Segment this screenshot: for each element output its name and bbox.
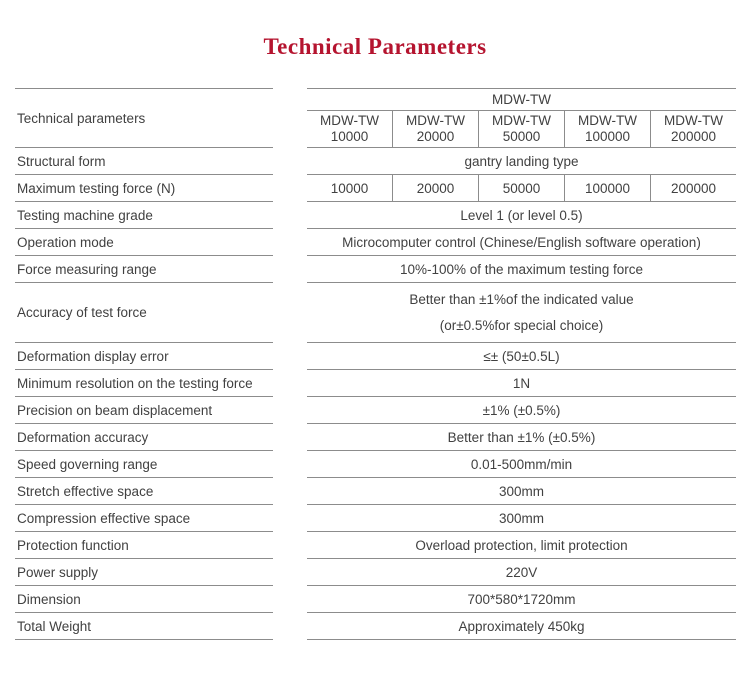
row-value: 700*580*1720mm — [307, 586, 736, 613]
table-row: Deformation accuracy Better than ±1% (±0… — [15, 424, 736, 451]
model-column-header: MDW-TW 100000 — [564, 111, 650, 147]
model-column-header: MDW-TW 200000 — [650, 111, 736, 147]
row-label: Protection function — [15, 532, 273, 559]
row-value-line2: (or±0.5%for special choice) — [439, 317, 604, 333]
row-value: ±1% (±0.5%) — [307, 397, 736, 424]
column-gap — [273, 283, 307, 343]
column-gap — [273, 532, 307, 559]
force-value: 10000 — [330, 180, 369, 196]
model-series-header: MDW-TW — [307, 89, 736, 111]
force-value: 100000 — [564, 175, 650, 201]
column-gap — [273, 370, 307, 397]
table-row: Deformation display error ≤± (50±0.5L) — [15, 343, 736, 370]
column-gap — [273, 148, 307, 175]
model-number: 10000 — [330, 129, 369, 144]
table-row: Force measuring range 10%-100% of the ma… — [15, 256, 736, 283]
column-gap — [273, 613, 307, 640]
row-label: Testing machine grade — [15, 202, 273, 229]
row-label: Operation mode — [15, 229, 273, 256]
table-row: Dimension 700*580*1720mm — [15, 586, 736, 613]
column-gap — [273, 505, 307, 532]
row-value: ≤± (50±0.5L) — [307, 343, 736, 370]
corner-label: Technical parameters — [15, 88, 273, 148]
model-column-header: MDW-TW 20000 — [392, 111, 478, 147]
table-row: Total Weight Approximately 450kg — [15, 613, 736, 640]
row-label: Speed governing range — [15, 451, 273, 478]
row-label: Power supply — [15, 559, 273, 586]
model-name: MDW-TW — [492, 113, 551, 128]
table-row: Compression effective space 300mm — [15, 505, 736, 532]
column-gap — [273, 559, 307, 586]
row-value-cells: 10000 20000 50000 100000 200000 — [307, 175, 736, 202]
row-value: Better than ±1% (±0.5%) — [307, 424, 736, 451]
column-gap — [273, 478, 307, 505]
row-label: Minimum resolution on the testing force — [15, 370, 273, 397]
force-value: 200000 — [650, 175, 736, 201]
row-label: Precision on beam displacement — [15, 397, 273, 424]
table-row: Stretch effective space 300mm — [15, 478, 736, 505]
column-gap — [273, 202, 307, 229]
model-header-block: MDW-TW MDW-TW 10000 MDW-TW 20000 MDW-TW … — [307, 88, 736, 148]
column-gap — [273, 88, 307, 148]
column-gap — [273, 586, 307, 613]
row-value: 0.01-500mm/min — [307, 451, 736, 478]
column-gap — [273, 256, 307, 283]
model-columns-row: MDW-TW 10000 MDW-TW 20000 MDW-TW 50000 M… — [307, 111, 736, 148]
row-label: Maximum testing force (N) — [15, 175, 273, 202]
table-row: Power supply 220V — [15, 559, 736, 586]
row-label: Accuracy of test force — [15, 283, 273, 343]
row-value: Approximately 450kg — [307, 613, 736, 640]
force-value: 50000 — [478, 175, 564, 201]
table-row: Maximum testing force (N) 10000 20000 50… — [15, 175, 736, 202]
table-row: Speed governing range 0.01-500mm/min — [15, 451, 736, 478]
model-column-header: MDW-TW 10000 — [307, 111, 392, 147]
row-value: Better than ±1%of the indicated value (o… — [307, 283, 736, 343]
row-label: Dimension — [15, 586, 273, 613]
row-value: 10%-100% of the maximum testing force — [307, 256, 736, 283]
table-row: Accuracy of test force Better than ±1%of… — [15, 283, 736, 343]
row-value: 300mm — [307, 505, 736, 532]
table-row: Testing machine grade Level 1 (or level … — [15, 202, 736, 229]
model-name: MDW-TW — [406, 113, 465, 128]
force-value: 20000 — [392, 175, 478, 201]
table-row: Operation mode Microcomputer control (Ch… — [15, 229, 736, 256]
table-row: Protection function Overload protection,… — [15, 532, 736, 559]
table-row: Structural form gantry landing type — [15, 148, 736, 175]
row-value: 1N — [307, 370, 736, 397]
model-number: 100000 — [584, 129, 631, 144]
model-name: MDW-TW — [664, 113, 723, 128]
row-label: Structural form — [15, 148, 273, 175]
row-label: Compression effective space — [15, 505, 273, 532]
row-value: Overload protection, limit protection — [307, 532, 736, 559]
column-gap — [273, 229, 307, 256]
row-value: 300mm — [307, 478, 736, 505]
technical-parameters-table: Technical parameters MDW-TW MDW-TW 10000… — [15, 88, 736, 640]
model-name: MDW-TW — [578, 113, 637, 128]
table-header-row: Technical parameters MDW-TW MDW-TW 10000… — [15, 88, 736, 148]
row-label: Stretch effective space — [15, 478, 273, 505]
row-label: Deformation accuracy — [15, 424, 273, 451]
column-gap — [273, 451, 307, 478]
model-number: 200000 — [670, 129, 717, 144]
row-value: Microcomputer control (Chinese/English s… — [307, 229, 736, 256]
row-label: Force measuring range — [15, 256, 273, 283]
model-number: 50000 — [502, 129, 541, 144]
row-label: Deformation display error — [15, 343, 273, 370]
model-column-header: MDW-TW 50000 — [478, 111, 564, 147]
table-row: Minimum resolution on the testing force … — [15, 370, 736, 397]
column-gap — [273, 175, 307, 202]
column-gap — [273, 424, 307, 451]
row-value-line1: Better than ±1%of the indicated value — [409, 291, 634, 307]
page-title: Technical Parameters — [263, 34, 487, 59]
row-value: Level 1 (or level 0.5) — [307, 202, 736, 229]
model-name: MDW-TW — [320, 113, 379, 128]
model-number: 20000 — [416, 129, 455, 144]
column-gap — [273, 397, 307, 424]
row-label: Total Weight — [15, 613, 273, 640]
table-row: Precision on beam displacement ±1% (±0.5… — [15, 397, 736, 424]
row-value: 220V — [307, 559, 736, 586]
column-gap — [273, 343, 307, 370]
row-value: gantry landing type — [307, 148, 736, 175]
